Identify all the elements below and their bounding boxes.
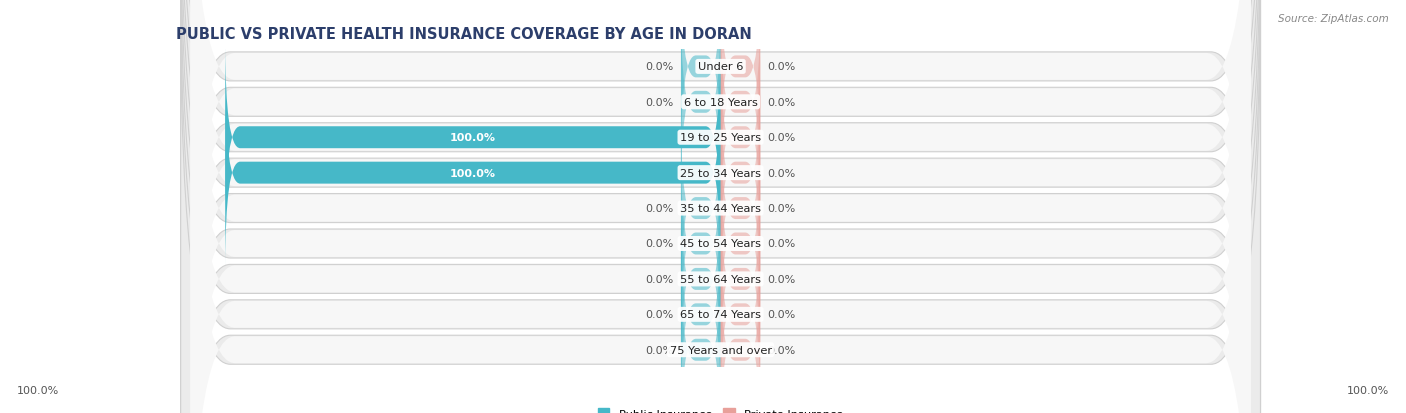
FancyBboxPatch shape	[191, 0, 1250, 413]
Text: 75 Years and over: 75 Years and over	[669, 345, 772, 355]
Text: 0.0%: 0.0%	[645, 97, 673, 107]
FancyBboxPatch shape	[681, 7, 721, 197]
FancyBboxPatch shape	[191, 0, 1250, 372]
Text: 25 to 34 Years: 25 to 34 Years	[681, 168, 761, 178]
Legend: Public Insurance, Private Insurance: Public Insurance, Private Insurance	[598, 408, 844, 413]
Text: 0.0%: 0.0%	[645, 62, 673, 72]
Text: 0.0%: 0.0%	[768, 310, 796, 320]
Text: 0.0%: 0.0%	[768, 168, 796, 178]
FancyBboxPatch shape	[181, 0, 1260, 406]
Text: 100.0%: 100.0%	[450, 133, 496, 143]
FancyBboxPatch shape	[721, 220, 761, 410]
Text: 0.0%: 0.0%	[645, 310, 673, 320]
FancyBboxPatch shape	[191, 0, 1250, 413]
FancyBboxPatch shape	[681, 220, 721, 410]
FancyBboxPatch shape	[191, 0, 1250, 413]
FancyBboxPatch shape	[721, 0, 761, 162]
Text: 65 to 74 Years: 65 to 74 Years	[681, 310, 761, 320]
FancyBboxPatch shape	[225, 78, 721, 268]
Text: 35 to 44 Years: 35 to 44 Years	[681, 204, 761, 214]
FancyBboxPatch shape	[721, 149, 761, 339]
Text: 19 to 25 Years: 19 to 25 Years	[681, 133, 761, 143]
Text: 0.0%: 0.0%	[768, 239, 796, 249]
Text: 100.0%: 100.0%	[1347, 385, 1389, 395]
FancyBboxPatch shape	[721, 255, 761, 413]
Text: 0.0%: 0.0%	[768, 133, 796, 143]
Text: Under 6: Under 6	[697, 62, 744, 72]
Text: 0.0%: 0.0%	[645, 239, 673, 249]
FancyBboxPatch shape	[721, 78, 761, 268]
Text: 0.0%: 0.0%	[645, 345, 673, 355]
FancyBboxPatch shape	[181, 0, 1260, 413]
Text: 0.0%: 0.0%	[768, 97, 796, 107]
FancyBboxPatch shape	[191, 10, 1250, 413]
Text: 100.0%: 100.0%	[450, 168, 496, 178]
FancyBboxPatch shape	[191, 0, 1250, 413]
FancyBboxPatch shape	[681, 0, 721, 162]
FancyBboxPatch shape	[181, 0, 1260, 413]
FancyBboxPatch shape	[681, 114, 721, 304]
FancyBboxPatch shape	[721, 184, 761, 374]
FancyBboxPatch shape	[721, 7, 761, 197]
FancyBboxPatch shape	[181, 11, 1260, 413]
Text: 0.0%: 0.0%	[645, 204, 673, 214]
Text: 0.0%: 0.0%	[768, 62, 796, 72]
FancyBboxPatch shape	[681, 255, 721, 413]
FancyBboxPatch shape	[721, 114, 761, 304]
FancyBboxPatch shape	[181, 0, 1260, 413]
FancyBboxPatch shape	[181, 0, 1260, 413]
FancyBboxPatch shape	[181, 0, 1260, 413]
Text: PUBLIC VS PRIVATE HEALTH INSURANCE COVERAGE BY AGE IN DORAN: PUBLIC VS PRIVATE HEALTH INSURANCE COVER…	[176, 26, 751, 41]
FancyBboxPatch shape	[181, 0, 1260, 413]
FancyBboxPatch shape	[681, 184, 721, 374]
FancyBboxPatch shape	[681, 149, 721, 339]
Text: 0.0%: 0.0%	[768, 274, 796, 284]
Text: 0.0%: 0.0%	[768, 204, 796, 214]
FancyBboxPatch shape	[181, 0, 1260, 413]
Text: 0.0%: 0.0%	[768, 345, 796, 355]
Text: 55 to 64 Years: 55 to 64 Years	[681, 274, 761, 284]
Text: 100.0%: 100.0%	[17, 385, 59, 395]
FancyBboxPatch shape	[191, 0, 1250, 413]
FancyBboxPatch shape	[225, 43, 721, 233]
Text: Source: ZipAtlas.com: Source: ZipAtlas.com	[1278, 14, 1389, 24]
Text: 6 to 18 Years: 6 to 18 Years	[683, 97, 758, 107]
FancyBboxPatch shape	[721, 43, 761, 233]
FancyBboxPatch shape	[191, 0, 1250, 407]
Text: 0.0%: 0.0%	[645, 274, 673, 284]
Text: 45 to 54 Years: 45 to 54 Years	[681, 239, 761, 249]
FancyBboxPatch shape	[191, 45, 1250, 413]
